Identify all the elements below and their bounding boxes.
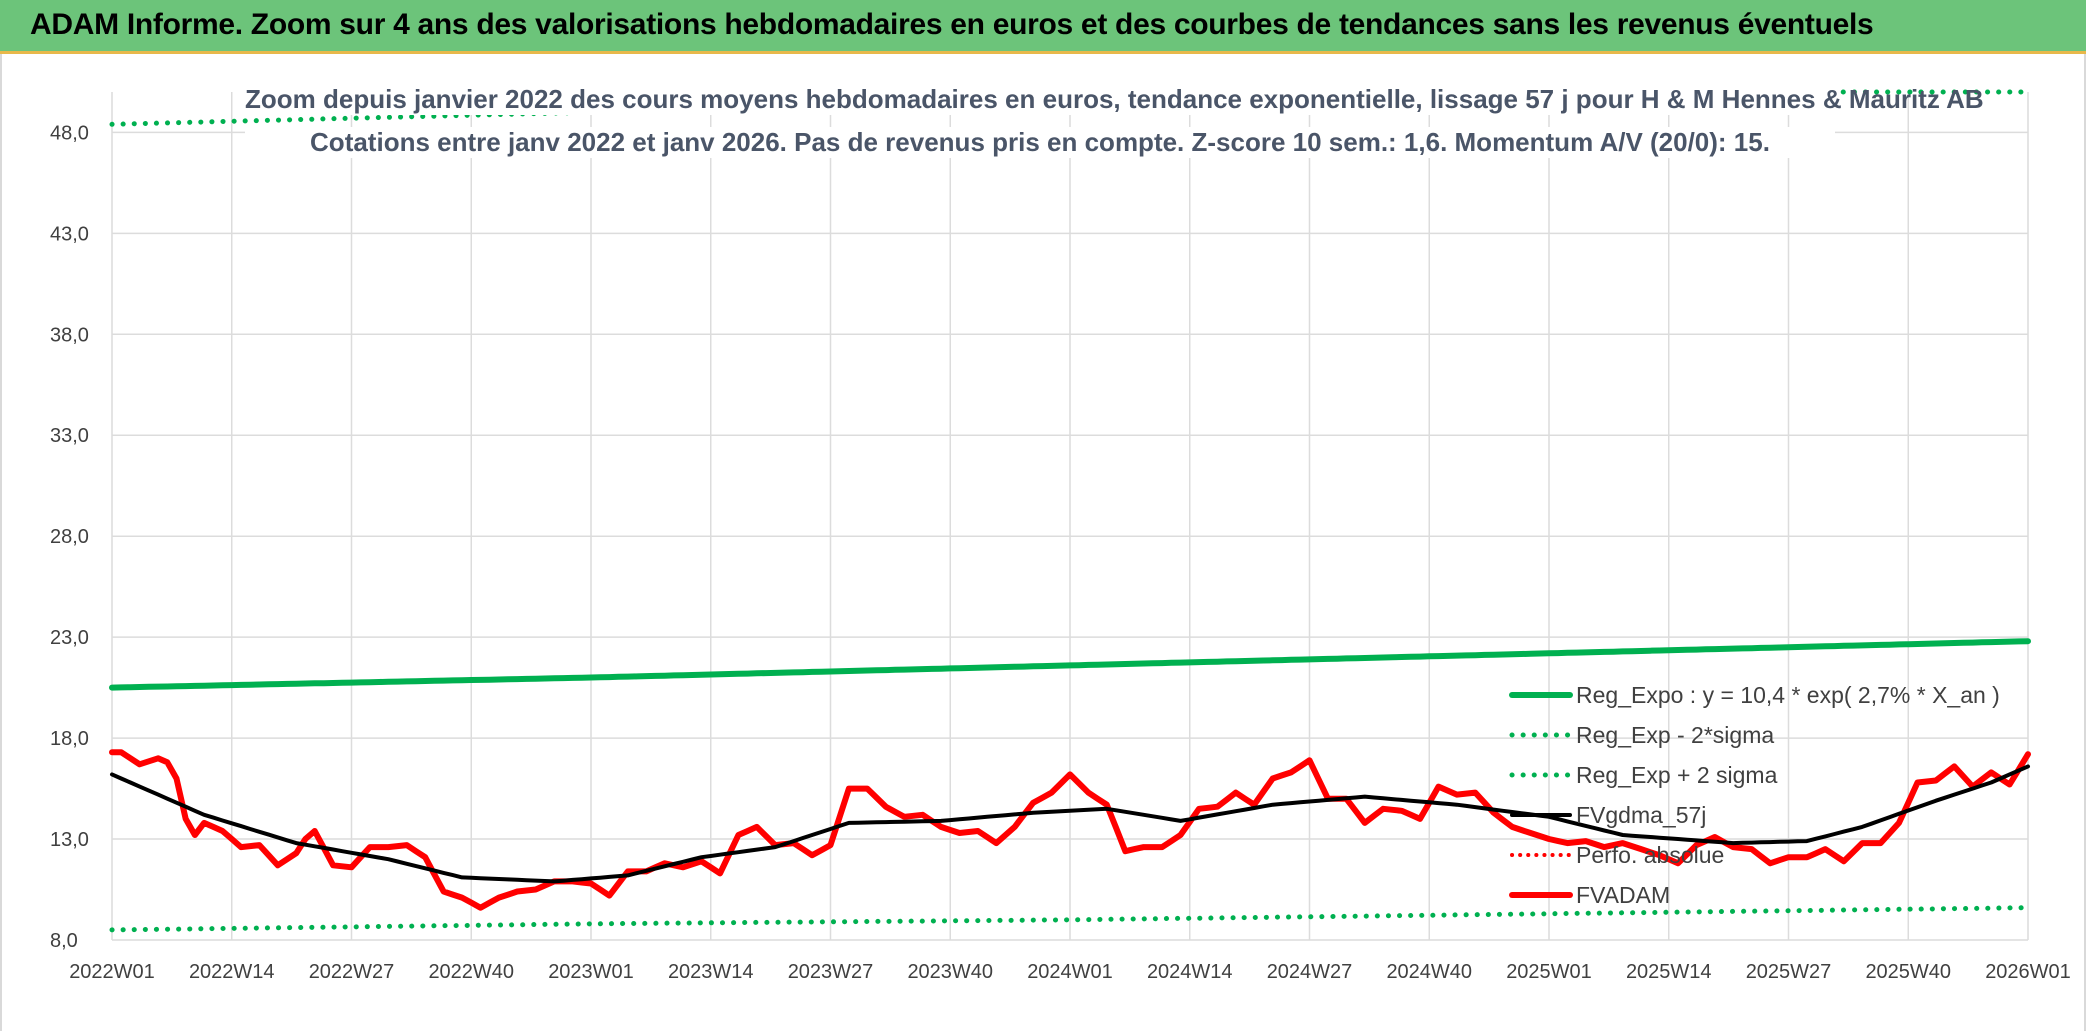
series-reg-expo [109,638,2031,691]
series-fvgdma-57j [110,764,2030,884]
x-tick-label: 2022W14 [189,961,275,983]
x-tick-label: 2024W14 [1147,961,1233,983]
x-tick-label: 2023W14 [668,961,754,983]
x-tick-label: 2024W27 [1267,961,1353,983]
chart-frame [0,54,2086,1031]
x-tick-label: 2023W40 [907,961,993,983]
y-tick-label: 13,0 [50,829,89,851]
x-tick-label: 2022W01 [69,961,155,983]
y-tick-label: 33,0 [50,425,89,447]
x-tick-label: 2025W27 [1746,961,1832,983]
legend-label: Reg_Expo : y = 10,4 * exp( 2,7% * X_an ) [1576,682,2000,708]
x-tick-label: 2025W14 [1626,961,1712,983]
x-tick-label: 2022W27 [309,961,395,983]
legend-label: Reg_Exp + 2 sigma [1576,762,1778,788]
y-tick-label: 23,0 [50,627,89,649]
x-tick-label: 2023W01 [548,961,634,983]
y-tick-label: 28,0 [50,526,89,548]
y-tick-label: 43,0 [50,223,89,245]
page-title: ADAM Informe. Zoom sur 4 ans des valoris… [30,8,1874,41]
axis: 8,0 13,0 18,0 23,0 28,0 33,0 38,0 43,0 48,0 2022W… [50,122,2071,983]
x-tick-label: 2023W27 [788,961,874,983]
x-tick-label: 2026W01 [1985,961,2071,983]
y-tick-label: 18,0 [50,728,89,750]
y-tick-label: 48,0 [50,122,89,144]
x-tick-label: 2024W40 [1386,961,1472,983]
grid [111,92,2029,941]
x-tick-label: 2022W40 [428,961,514,983]
x-tick-label: 2025W01 [1506,961,1592,983]
chart-subtitle: Cotations entre janv 2022 et janv 2026. … [245,127,1835,158]
legend: Reg_Expo : y = 10,4 * exp( 2,7% * X_an )… [1509,682,2000,908]
legend-label: Perfo. absolue [1576,842,1724,868]
y-tick-label: 38,0 [50,324,89,346]
chart-title: Zoom depuis janvier 2022 des cours moyen… [245,84,1984,115]
legend-label: FVgdma_57j [1576,802,1706,828]
series-reg-exp-minus-2sigma [109,905,2031,933]
x-tick-label: 2025W40 [1865,961,1951,983]
legend-label: Reg_Exp - 2*sigma [1576,722,1774,748]
y-tick-label: 8,0 [50,930,78,952]
header-banner: ADAM Informe. Zoom sur 4 ans des valoris… [0,0,2086,54]
x-tick-label: 2024W01 [1027,961,1113,983]
legend-label: FVADAM [1576,882,1670,908]
